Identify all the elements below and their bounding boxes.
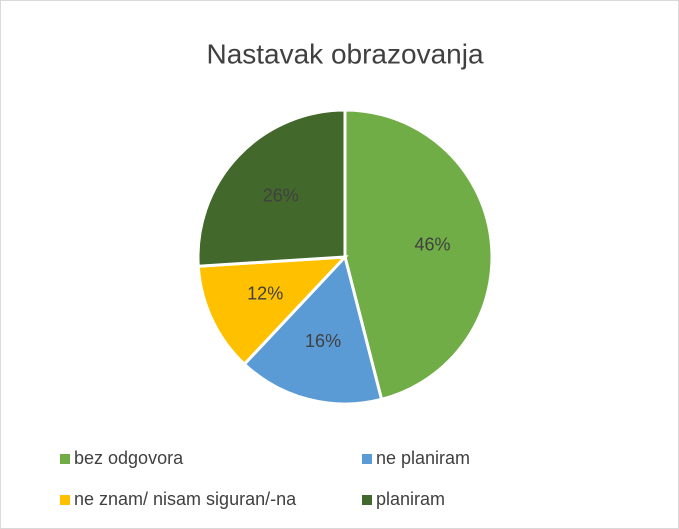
legend-label: ne planiram xyxy=(376,448,470,468)
legend-label: planiram xyxy=(376,489,445,509)
data-label: 12% xyxy=(247,283,283,303)
pie-slice xyxy=(242,253,384,406)
chart-title: Nastavak obrazovanja xyxy=(206,38,483,69)
data-label: 26% xyxy=(263,185,299,205)
legend-swatch xyxy=(362,495,372,505)
legend-label: bez odgovora xyxy=(74,448,184,468)
pie-slice xyxy=(196,255,349,367)
pie-slice xyxy=(343,108,494,402)
data-label: 16% xyxy=(305,331,341,351)
pie-slice xyxy=(196,108,347,268)
legend-swatch xyxy=(60,495,70,505)
legend-swatch xyxy=(362,454,372,464)
legend-label: ne znam/ nisam siguran/-na xyxy=(74,489,297,509)
legend-swatch xyxy=(60,454,70,464)
data-label: 46% xyxy=(414,235,450,255)
